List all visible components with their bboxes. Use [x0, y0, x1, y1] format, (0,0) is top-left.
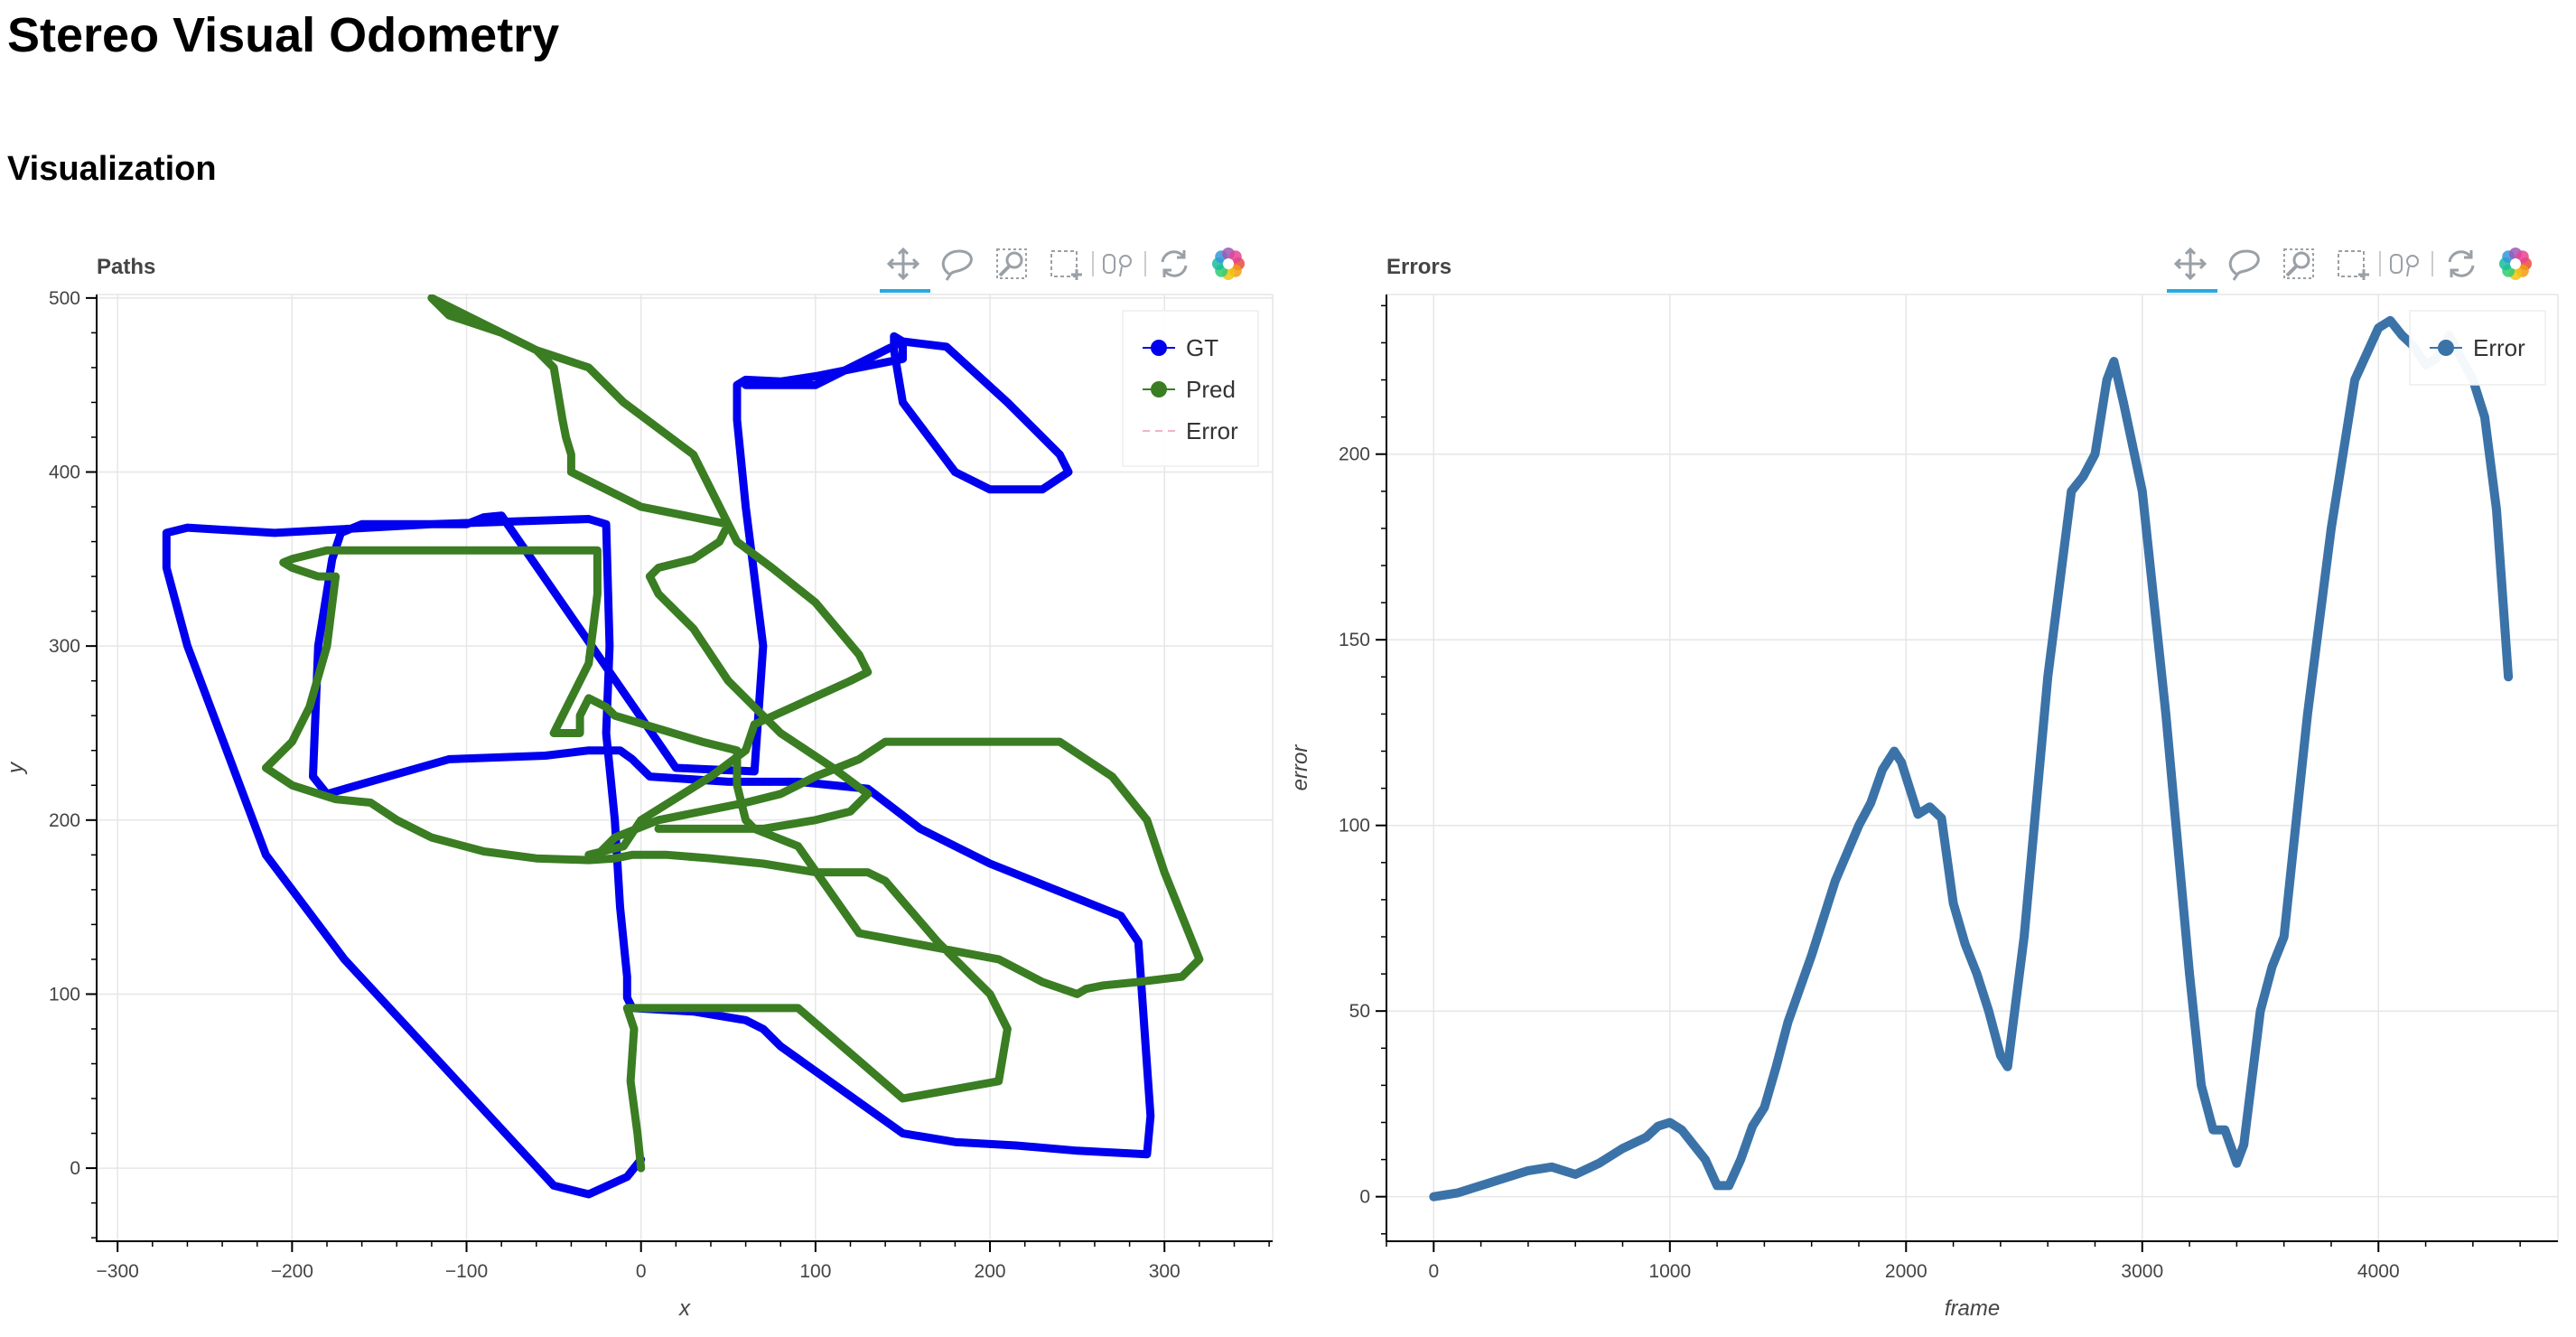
x-tick-label: −100: [445, 1261, 488, 1282]
legend-glyph-marker: [1151, 340, 1167, 356]
chart-errors: Errors 0 1000 2000 3000 4000 0 50 100 150 200 frame…: [1288, 247, 2559, 1321]
box-select-icon: [2338, 250, 2365, 277]
legend-item-pred[interactable]: Pred: [1143, 376, 1236, 403]
y-tick-label: 400: [49, 463, 80, 483]
y-tick-label: 300: [49, 636, 80, 657]
pan-tool[interactable]: [880, 247, 930, 293]
grid: [1386, 294, 2559, 1241]
x-tick-label: 0: [1428, 1261, 1439, 1282]
magnifier-icon: [2292, 251, 2310, 269]
pan-tool[interactable]: [2167, 247, 2217, 293]
x-tick-label: 1000: [1648, 1261, 1691, 1282]
zoom-frame-icon: [2283, 248, 2314, 279]
x-tick-label: 3000: [2121, 1261, 2163, 1282]
series-lines: [162, 295, 1204, 1199]
y-axis-label: error: [1288, 744, 1312, 791]
y-tick-label: 150: [1339, 630, 1370, 650]
box-select-tool[interactable]: [1050, 250, 1082, 280]
y-tick-label: 200: [1339, 444, 1370, 465]
x-tick-label: −200: [271, 1261, 313, 1282]
y-tick-label: 0: [70, 1158, 80, 1179]
reset-tool[interactable]: [1161, 250, 1188, 277]
hover-tool[interactable]: [1092, 251, 1146, 277]
reset-icon: [2448, 250, 2475, 277]
legend-item-error[interactable]: Error: [1143, 417, 1238, 444]
hover-icon: [1103, 254, 1115, 274]
x-tick-label: 100: [799, 1261, 831, 1282]
lasso-select-tool[interactable]: [941, 249, 973, 281]
magnifier-icon: [1005, 251, 1023, 269]
chart-title: Paths: [97, 255, 155, 279]
reset-icon: [1161, 250, 1188, 277]
pan-icon: [886, 247, 920, 281]
legend-item-error[interactable]: Error: [2430, 334, 2525, 361]
x-tick-label: 300: [1149, 1261, 1181, 1282]
y-tick-label: 100: [1339, 816, 1370, 837]
x-tick-label: 4000: [2357, 1261, 2400, 1282]
toolbar: [2167, 247, 2532, 293]
legend[interactable]: GT Pred Error: [1122, 310, 1259, 467]
legend-item-gt[interactable]: GT: [1143, 334, 1218, 361]
hover-tool[interactable]: [2379, 251, 2433, 277]
logo-center: [1223, 258, 1234, 269]
legend-label: Error: [1186, 417, 1238, 444]
wheel-zoom-tool[interactable]: [996, 248, 1027, 279]
series-line-gt: [162, 332, 1155, 1199]
legend-label: Pred: [1186, 376, 1236, 403]
plus-icon: [1071, 269, 1082, 280]
lasso-icon: [2228, 249, 2260, 281]
hover-pointer-stem-icon: [2406, 266, 2410, 277]
bokeh-logo[interactable]: [2499, 248, 2532, 280]
hover-pointer-icon: [1119, 255, 1132, 267]
y-tick-label: 200: [49, 810, 80, 831]
x-tick-label: −300: [97, 1261, 139, 1282]
hover-pointer-stem-icon: [1119, 266, 1123, 277]
logo-petal: [1228, 250, 1242, 264]
reset-tool[interactable]: [2448, 250, 2475, 277]
legend-box: [1122, 310, 1259, 467]
legend-label: GT: [1186, 334, 1218, 361]
y-tick-label: 50: [1349, 1001, 1370, 1022]
hover-pointer-icon: [2406, 255, 2419, 267]
series-line-pred: [261, 295, 1204, 1173]
legend-label: Error: [2473, 334, 2525, 361]
page-title: Stereo Visual Odometry: [7, 8, 560, 62]
section-title: Visualization: [7, 150, 217, 188]
logo-center: [2510, 258, 2521, 269]
x-axis-label: frame: [1945, 1296, 2000, 1321]
x-tick-label: 0: [636, 1261, 647, 1282]
y-axis-label: y: [4, 761, 28, 775]
x-axis-label: x: [678, 1296, 691, 1321]
series-lines: [1429, 315, 2514, 1201]
box-select-tool[interactable]: [2338, 250, 2369, 280]
bokeh-logo[interactable]: [1212, 248, 1245, 280]
chart-paths: Paths −300 −200 −100 0 100 200 300 0 100 200 300 400…: [4, 247, 1274, 1321]
hover-icon: [2390, 254, 2403, 274]
wheel-zoom-tool[interactable]: [2283, 248, 2314, 279]
y-tick-label: 500: [49, 288, 80, 309]
toolbar: [880, 247, 1245, 293]
magnifier-handle-icon: [998, 265, 1011, 277]
y-tick-label: 0: [1359, 1187, 1370, 1208]
legend[interactable]: Error: [2409, 310, 2546, 386]
plus-icon: [2358, 269, 2369, 280]
logo-petal: [2515, 250, 2529, 264]
x-tick-label: 2000: [1885, 1261, 1927, 1282]
pan-icon: [2173, 247, 2207, 281]
lasso-icon: [941, 249, 973, 281]
x-tick-label: 200: [975, 1261, 1006, 1282]
box-select-icon: [1050, 250, 1078, 277]
chart-title: Errors: [1386, 255, 1451, 279]
lasso-select-tool[interactable]: [2228, 249, 2260, 281]
y-tick-label: 100: [49, 984, 80, 1005]
series-line-error: [1429, 315, 2514, 1201]
zoom-frame-icon: [996, 248, 1027, 279]
legend-glyph-marker: [2438, 340, 2454, 356]
magnifier-handle-icon: [2285, 265, 2298, 277]
legend-glyph-marker: [1151, 381, 1167, 397]
